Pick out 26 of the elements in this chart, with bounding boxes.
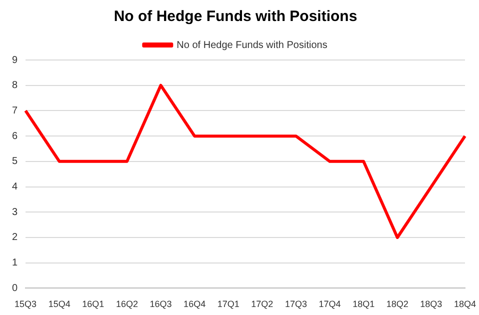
x-tick-label: 17Q1 — [217, 299, 240, 310]
y-tick-label: 6 — [12, 130, 18, 142]
x-tick-label: 18Q4 — [454, 299, 476, 310]
x-tick-label: 15Q4 — [48, 299, 70, 310]
x-tick-label: 18Q2 — [386, 299, 408, 310]
y-tick-label: 4 — [12, 182, 18, 193]
x-tick-label: 16Q1 — [82, 299, 104, 310]
x-tick-label: 18Q1 — [352, 299, 375, 310]
y-tick-label: 9 — [12, 54, 18, 66]
x-tick-label: 17Q4 — [318, 299, 341, 310]
chart-title: No of Hedge Funds with Positions — [114, 8, 358, 26]
x-tick-label: 17Q3 — [284, 299, 307, 310]
x-tick-label: 16Q3 — [150, 299, 172, 310]
x-tick-label: 15Q3 — [14, 299, 37, 310]
y-tick-label: 3 — [12, 206, 18, 218]
legend-label: No of Hedge Funds with Positions — [176, 40, 328, 51]
y-tick-label: 5 — [12, 156, 18, 168]
y-tick-label: 8 — [12, 80, 18, 92]
x-tick-label: 18Q3 — [420, 299, 442, 310]
y-tick-label: 0 — [12, 282, 18, 294]
y-tick-label: 7 — [12, 105, 18, 116]
x-tick-label: 16Q2 — [116, 299, 138, 310]
x-tick-label: 17Q2 — [251, 299, 274, 310]
x-tick-label: 16Q4 — [184, 299, 206, 310]
y-tick-label: 2 — [12, 232, 18, 244]
y-tick-label: 1 — [12, 258, 18, 269]
